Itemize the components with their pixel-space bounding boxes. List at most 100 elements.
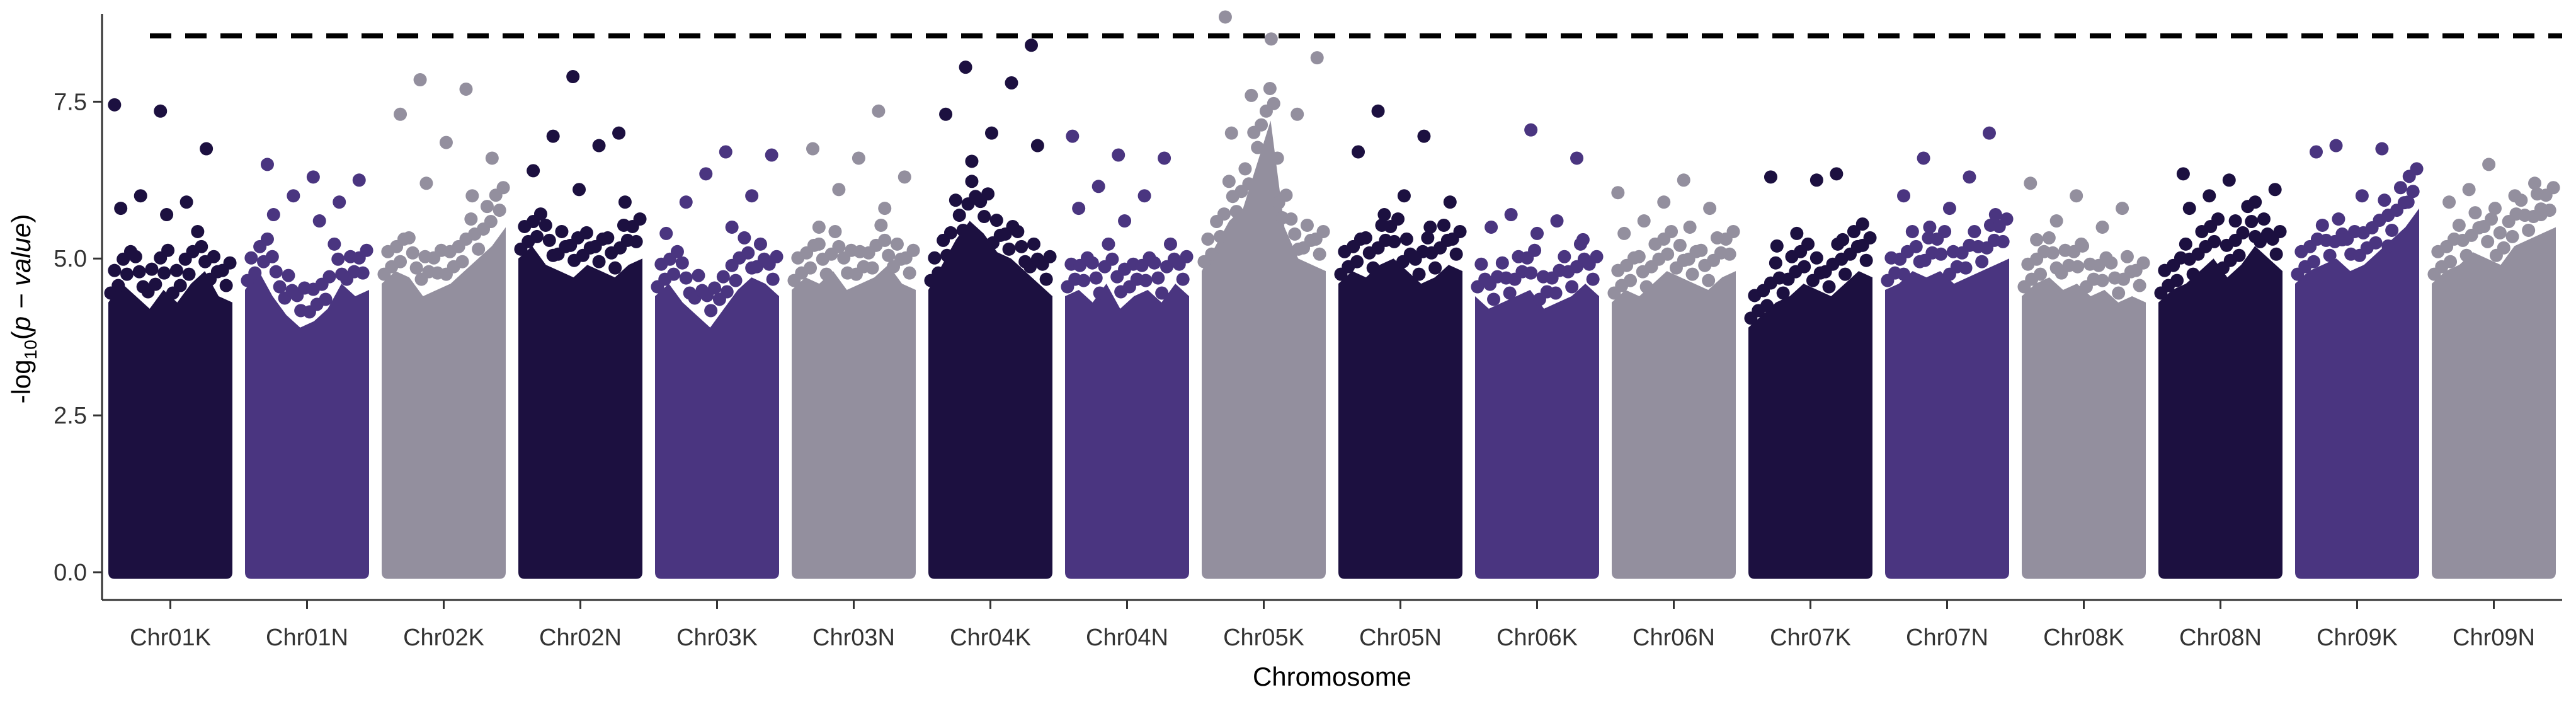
snp-point — [2222, 173, 2236, 187]
snp-point — [333, 195, 346, 209]
snp-point — [1909, 239, 1923, 253]
snp-point — [1570, 151, 1584, 165]
snp-point — [601, 231, 615, 245]
snp-point — [1822, 280, 1836, 294]
snp-point — [260, 232, 274, 246]
chromosome-Chr03N — [787, 104, 920, 579]
snp-point — [480, 200, 494, 214]
snp-point — [1002, 242, 1016, 256]
snp-point — [1391, 212, 1405, 226]
snp-point — [1350, 255, 1364, 268]
snp-point — [2112, 286, 2126, 300]
y-tick-label: 0.0 — [54, 560, 87, 586]
snp-point — [1677, 173, 1690, 187]
x-tick-label: Chr01K — [130, 625, 211, 651]
snp-point — [2071, 260, 2085, 274]
snp-point — [546, 129, 560, 143]
snp-point — [729, 274, 743, 287]
snp-point — [1685, 267, 1699, 281]
snp-point — [2179, 237, 2192, 251]
snp-point — [2042, 231, 2056, 245]
snp-point — [2104, 256, 2118, 270]
snp-point — [2208, 234, 2221, 248]
snp-point — [1139, 274, 1153, 287]
x-tick-label: Chr08N — [2179, 625, 2262, 651]
snp-point — [940, 248, 954, 262]
snp-cluster — [1612, 271, 1736, 579]
snp-point — [806, 142, 819, 156]
snp-point — [699, 167, 713, 181]
chromosome-Chr05N — [1334, 104, 1467, 579]
chromosome-Chr03K — [651, 145, 784, 579]
snp-point — [1838, 267, 1852, 281]
snp-point — [1105, 252, 1119, 266]
snp-point — [244, 251, 258, 265]
snp-point — [1503, 286, 1517, 300]
snp-point — [1975, 255, 1989, 268]
snp-point — [579, 226, 593, 239]
snp-point — [1661, 247, 1675, 261]
snp-point — [1255, 118, 1268, 132]
snp-point — [1284, 212, 1298, 226]
snp-point — [828, 224, 842, 238]
snp-point — [1770, 239, 1784, 253]
snp-point — [455, 255, 469, 268]
y-axis-title: -log10(p − value) — [6, 214, 40, 404]
snp-point — [2468, 206, 2482, 220]
snp-cluster — [2295, 208, 2419, 579]
snp-point — [1453, 224, 1467, 238]
snp-point — [352, 173, 366, 187]
snp-point — [2315, 218, 2329, 232]
snp-point — [1694, 243, 1708, 257]
snp-point — [182, 267, 196, 281]
snp-point — [273, 280, 287, 294]
snp-point — [874, 218, 888, 232]
snp-point — [608, 261, 622, 275]
snp-point — [1624, 274, 1638, 287]
snp-point — [878, 233, 892, 247]
snp-point — [328, 237, 341, 251]
snp-point — [1988, 208, 2002, 222]
snp-point — [108, 98, 122, 112]
snp-point — [1665, 224, 1678, 238]
snp-point — [1222, 175, 1236, 188]
snp-point — [331, 252, 345, 266]
snp-point — [1530, 226, 1544, 240]
snp-point — [157, 266, 171, 280]
snp-point — [667, 267, 681, 281]
snp-point — [1077, 274, 1091, 287]
snp-point — [1528, 243, 1542, 257]
snp-point — [2393, 181, 2407, 195]
snp-point — [2273, 224, 2287, 238]
snp-point — [1423, 220, 1437, 234]
snp-point — [2528, 176, 2542, 190]
chromosome-Chr09N — [2427, 158, 2560, 579]
snp-point — [1377, 208, 1391, 222]
snp-point — [1214, 229, 1228, 243]
snp-point — [108, 263, 122, 277]
snp-point — [402, 231, 416, 245]
snp-point — [1428, 261, 1442, 275]
snp-point — [1316, 224, 1330, 238]
snp-point — [2170, 274, 2184, 287]
y-axis-title-italic: p − value — [6, 223, 36, 333]
snp-cluster — [1885, 258, 2009, 579]
snp-point — [1776, 286, 1790, 300]
snp-cluster — [2432, 227, 2556, 579]
snp-point — [2323, 248, 2337, 262]
snp-point — [2203, 189, 2216, 203]
snp-point — [287, 189, 300, 203]
snp-point — [2406, 185, 2420, 199]
x-tick-label: Chr09K — [2317, 625, 2398, 651]
snp-point — [2534, 208, 2548, 222]
snp-cluster — [108, 271, 232, 579]
snp-point — [1112, 148, 1126, 162]
snp-point — [949, 193, 962, 207]
x-tick-label: Chr05K — [1223, 625, 1304, 651]
snp-point — [2120, 250, 2134, 263]
snp-point — [1798, 260, 1811, 274]
snp-point — [592, 255, 606, 268]
snp-point — [812, 220, 826, 234]
snp-point — [145, 262, 159, 276]
